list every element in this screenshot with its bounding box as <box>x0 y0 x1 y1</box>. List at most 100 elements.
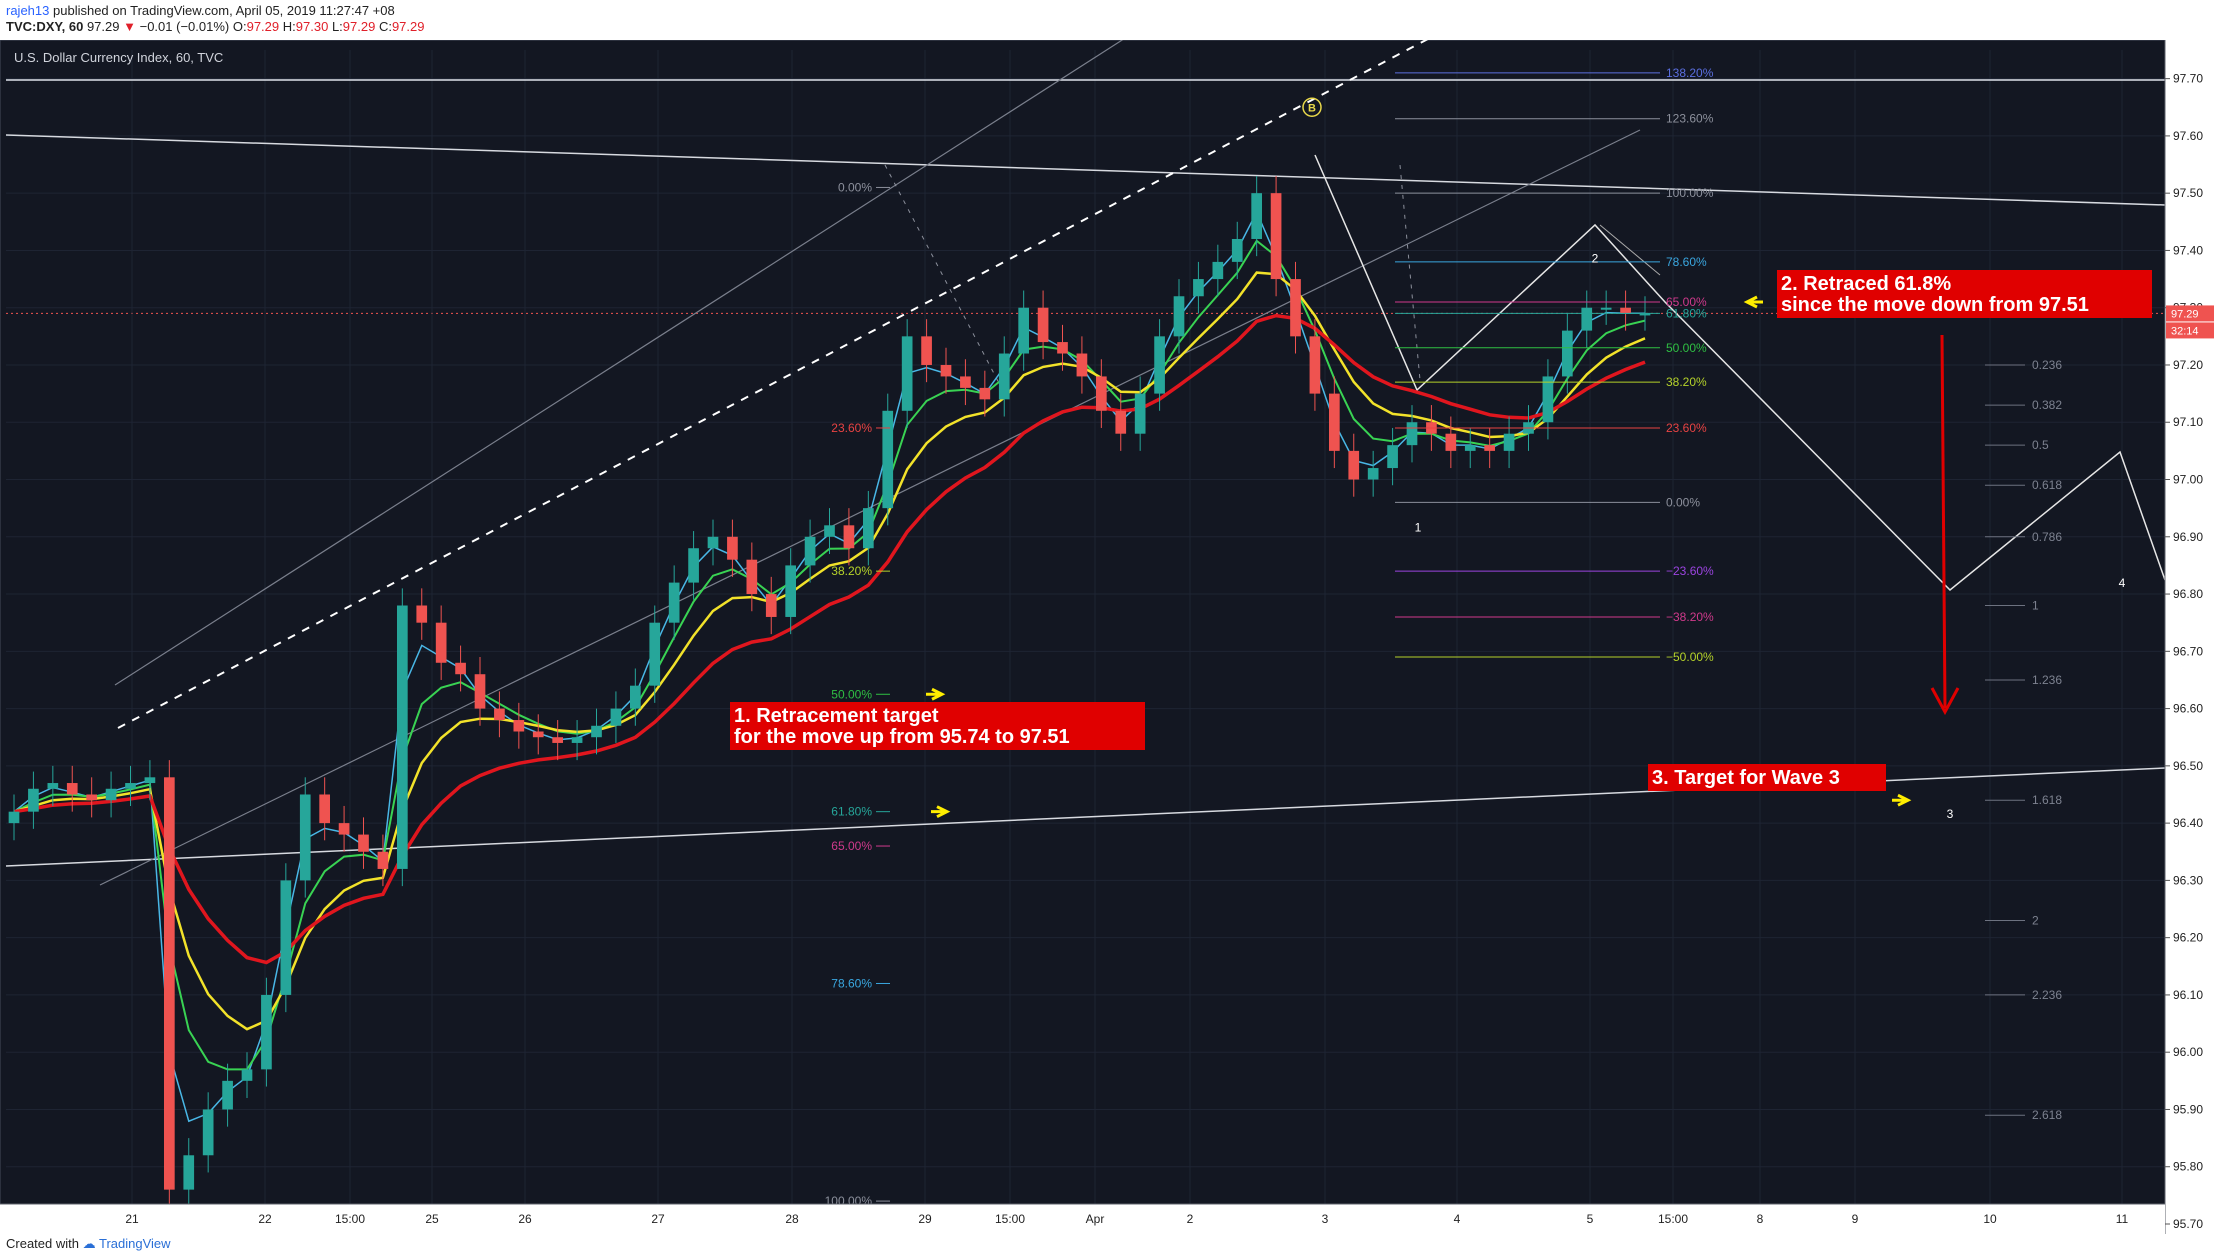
ohlc-open-label: O: <box>232 19 247 34</box>
candle-body <box>338 823 350 835</box>
candle-body <box>629 685 641 709</box>
candle-body <box>105 788 117 801</box>
candle-body <box>183 1155 195 1190</box>
candle-body <box>1620 307 1631 314</box>
candle-body <box>163 777 175 1190</box>
candle-body <box>804 536 816 566</box>
annotation-line-1: 3. Target for Wave 3 <box>1652 767 1840 789</box>
candle-body <box>319 794 331 824</box>
ohlc-low: 97.29 <box>342 19 376 34</box>
price-axis[interactable]: 97.7097.6097.5097.4097.3097.2097.1097.00… <box>2164 40 2215 1234</box>
candle-body <box>202 1109 214 1156</box>
candle-body <box>299 794 311 881</box>
x-tick-label: 28 <box>785 1212 799 1226</box>
candle-body <box>785 565 797 617</box>
symbol-info: TVC:DXY, 60 97.29 ▼ −0.01 (−0.01%) O:97.… <box>6 19 425 34</box>
candle-body <box>377 851 389 869</box>
time-axis[interactable]: 21 22 15:00 25 26 27 28 29 15:00 Apr 2 3 4 5 15:00 8 9 10… <box>0 1203 2165 1234</box>
y-tick-label: 96.50 <box>2173 759 2203 773</box>
ohlc-high-label: H: <box>282 19 296 34</box>
candle-body <box>1095 376 1107 411</box>
y-tick-label: 97.00 <box>2173 473 2203 487</box>
x-tick-label: 26 <box>518 1212 532 1226</box>
candle-body <box>86 794 98 801</box>
fib-ext-label: 0.786 <box>2032 530 2062 544</box>
candle-body <box>513 720 525 732</box>
candle-body <box>532 731 544 738</box>
fib-left-label: 61.80% <box>831 805 872 819</box>
last-price: 97.29 <box>86 19 120 34</box>
channel-upper-line <box>114 40 1124 686</box>
wave-layer: B 1 2 3 4 <box>1302 97 2126 821</box>
fib-layer: 0.00%23.60%38.20%50.00%61.80%65.00%78.60… <box>825 66 2063 1208</box>
y-tick-label: 96.70 <box>2173 644 2203 658</box>
candle-body <box>979 387 991 400</box>
candle-body <box>668 582 680 623</box>
annotation-box <box>1777 270 2152 318</box>
candle-body <box>474 674 486 709</box>
last-price-tag <box>2166 305 2214 322</box>
x-tick-label: 9 <box>1852 1212 1859 1226</box>
candle-body <box>1561 330 1573 377</box>
time-axis-bg <box>0 1204 2165 1234</box>
fib-right-label: 23.60% <box>1666 421 1707 435</box>
candle-body <box>843 525 855 549</box>
candle-body <box>882 410 894 509</box>
wave-label: 2 <box>1592 252 1599 266</box>
candle-body <box>435 622 447 663</box>
x-tick-label: 8 <box>1757 1212 1764 1226</box>
candle-body <box>1037 307 1049 343</box>
candle-body <box>1600 307 1612 310</box>
x-tick-label: 15:00 <box>995 1212 1025 1226</box>
y-tick-label: 97.40 <box>2173 243 2203 257</box>
y-tick-label: 95.90 <box>2173 1102 2203 1116</box>
candle-body <box>610 708 622 726</box>
y-tick-label: 96.20 <box>2173 931 2203 945</box>
annotation-line-2: since the move down from 97.51 <box>1781 294 2089 316</box>
candle-body <box>280 880 292 995</box>
channel-lower-line <box>99 129 1641 886</box>
fib-left-label: 78.60% <box>831 976 872 990</box>
candle-body <box>1018 307 1030 354</box>
candle-body <box>591 725 602 738</box>
fib-ext-label: 2.236 <box>2032 988 2062 1002</box>
candle-body <box>66 783 78 795</box>
y-tick-label: 96.90 <box>2173 530 2203 544</box>
author-link[interactable]: rajeh13 <box>6 3 50 18</box>
price-chart[interactable]: 0.00%23.60%38.20%50.00%61.80%65.00%78.60… <box>0 40 2215 1234</box>
fib-ext-label: 0.618 <box>2032 478 2062 492</box>
candle-body <box>1348 450 1360 480</box>
yellow-arrow-right-icon <box>931 805 951 819</box>
fib-right-label: 123.60% <box>1666 112 1714 126</box>
candle-body <box>1464 445 1476 451</box>
fib-ext-label: 1 <box>2032 599 2039 613</box>
annotation-line-1: 1. Retracement target <box>734 705 939 727</box>
candle-body <box>571 737 583 743</box>
candle-body <box>862 508 874 549</box>
candle-body <box>765 594 777 617</box>
candle-body <box>960 376 971 388</box>
fib-ext-label: 0.5 <box>2032 438 2049 452</box>
fib-left-label: 50.00% <box>831 687 872 701</box>
fib-right-label: 100.00% <box>1666 186 1714 200</box>
candle-body <box>396 605 408 869</box>
candle-body <box>1484 445 1496 451</box>
fib-right-label: 65.00% <box>1666 295 1707 309</box>
y-tick-label: 97.10 <box>2173 415 2203 429</box>
ohlc-high: 97.30 <box>295 19 329 34</box>
red-down-arrow-shaft <box>1940 334 1947 709</box>
x-tick-label: 10 <box>1983 1212 1997 1226</box>
tradingview-brand[interactable]: TradingView <box>99 1236 171 1251</box>
x-tick-label: 21 <box>125 1212 139 1226</box>
fib-ext-label: 2 <box>2032 913 2039 927</box>
candle-body <box>688 548 699 583</box>
y-tick-label: 97.20 <box>2173 358 2203 372</box>
candle-body <box>727 536 738 560</box>
candle-body <box>144 777 156 784</box>
candle-body <box>1076 353 1088 377</box>
footer: Created with ☁ TradingView <box>6 1236 171 1252</box>
fib-right-label: −23.60% <box>1666 564 1714 578</box>
fib-left-label: 0.00% <box>838 180 872 194</box>
candle-body <box>1639 313 1651 316</box>
